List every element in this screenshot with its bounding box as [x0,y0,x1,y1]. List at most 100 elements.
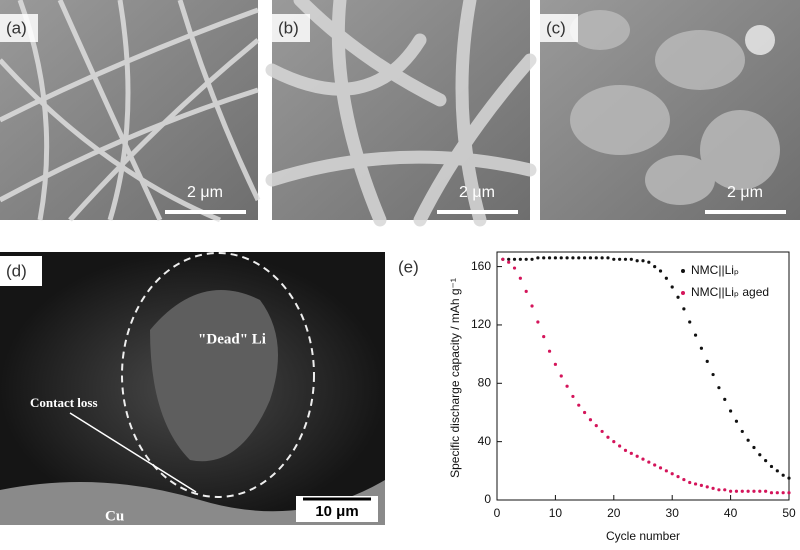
data-point [507,260,511,264]
data-point [629,257,633,261]
data-point [542,335,546,339]
data-point [769,464,774,469]
scale-bar-label: 2 μm [727,184,763,201]
legend-marker [681,269,685,273]
pointer-line [69,412,197,493]
data-point [670,472,674,476]
data-point [641,259,645,263]
scale-bar-label: 2 μm [459,184,495,201]
data-point [577,256,581,260]
data-point [711,486,715,490]
fibers [265,0,537,227]
data-point [658,269,663,273]
data-point [530,257,534,261]
data-point [583,410,587,415]
data-point [746,438,750,442]
label-box [0,256,42,286]
data-point [717,386,721,390]
data-point [629,451,633,455]
data-point [512,257,517,261]
data-point [752,489,756,493]
data-point [512,266,517,270]
data-point [623,448,628,452]
data-point [518,276,522,280]
data-point [612,257,616,261]
scale-bar-label: 2 μm [187,184,223,201]
data-point [734,419,739,423]
data-point [635,259,639,263]
panel-e: (e) Cycle number Specific discharge capa… [398,251,796,543]
data-point [787,491,791,495]
data-point [781,491,785,495]
data-point [699,346,704,350]
data-point [676,295,680,299]
x-tick-label: 20 [607,506,621,520]
data-point [507,257,511,261]
legend-marker [681,291,685,295]
data-point [653,264,657,269]
y-tick-label: 0 [484,492,491,506]
annotation: "Dead" Li [198,331,266,347]
data-point [688,480,692,485]
data-point [740,489,744,493]
annotation: Contact loss [30,395,98,410]
y-tick-label: 120 [471,317,491,331]
y-tick-label: 80 [478,375,492,389]
panel-label: (b) [278,18,299,37]
data-point [746,489,750,493]
data-point [676,475,680,479]
panel-label: (d) [6,261,27,280]
data-point [641,457,645,461]
data-point [594,424,598,428]
label-box [540,14,578,42]
x-tick-label: 50 [782,506,796,520]
data-point [553,362,558,366]
data-point [699,483,704,488]
panel-label: (a) [6,18,27,37]
dead-li [150,290,278,462]
data-point [693,333,698,337]
data-point [781,473,785,477]
scale-bar-label: 10 μm [315,503,358,520]
panel-c: (c) 2 μm [540,0,800,220]
data-point [717,488,721,492]
data-point [571,394,575,399]
data-point [647,460,651,464]
panel-d: (d) "Dead" Li Contact loss Cu 10 μm [0,252,385,525]
legend-label: NMC||Liₚ aged [691,285,769,299]
data-point [711,372,715,377]
data-point [583,256,587,260]
data-point [600,429,604,434]
data-point [600,256,604,260]
data-point [764,489,768,493]
data-point [682,477,686,482]
data-point [769,491,774,495]
data-point [542,256,546,260]
data-point [565,384,569,388]
data-point [588,418,593,422]
data-point [729,409,733,413]
label-box [0,14,38,42]
data-point [664,469,668,473]
highlight-ellipse [121,252,315,498]
y-tick-label: 40 [478,434,492,448]
x-tick-label: 0 [494,506,501,520]
data-point [524,257,528,261]
data-point [559,256,563,260]
legend-label: NMC||Liₚ [691,263,739,277]
data-point [653,463,657,467]
deposits [570,10,780,205]
panel-label: (c) [546,18,566,37]
data-point [536,256,540,260]
data-point [618,257,622,261]
data-point [764,459,768,463]
data-point [577,403,581,407]
x-tick-label: 10 [549,506,563,520]
data-point [658,466,663,470]
data-point [612,440,616,444]
data-point [565,256,569,260]
x-tick-label: 40 [724,506,738,520]
data-point [740,429,744,434]
data-point [594,256,598,260]
data-point [623,257,628,261]
